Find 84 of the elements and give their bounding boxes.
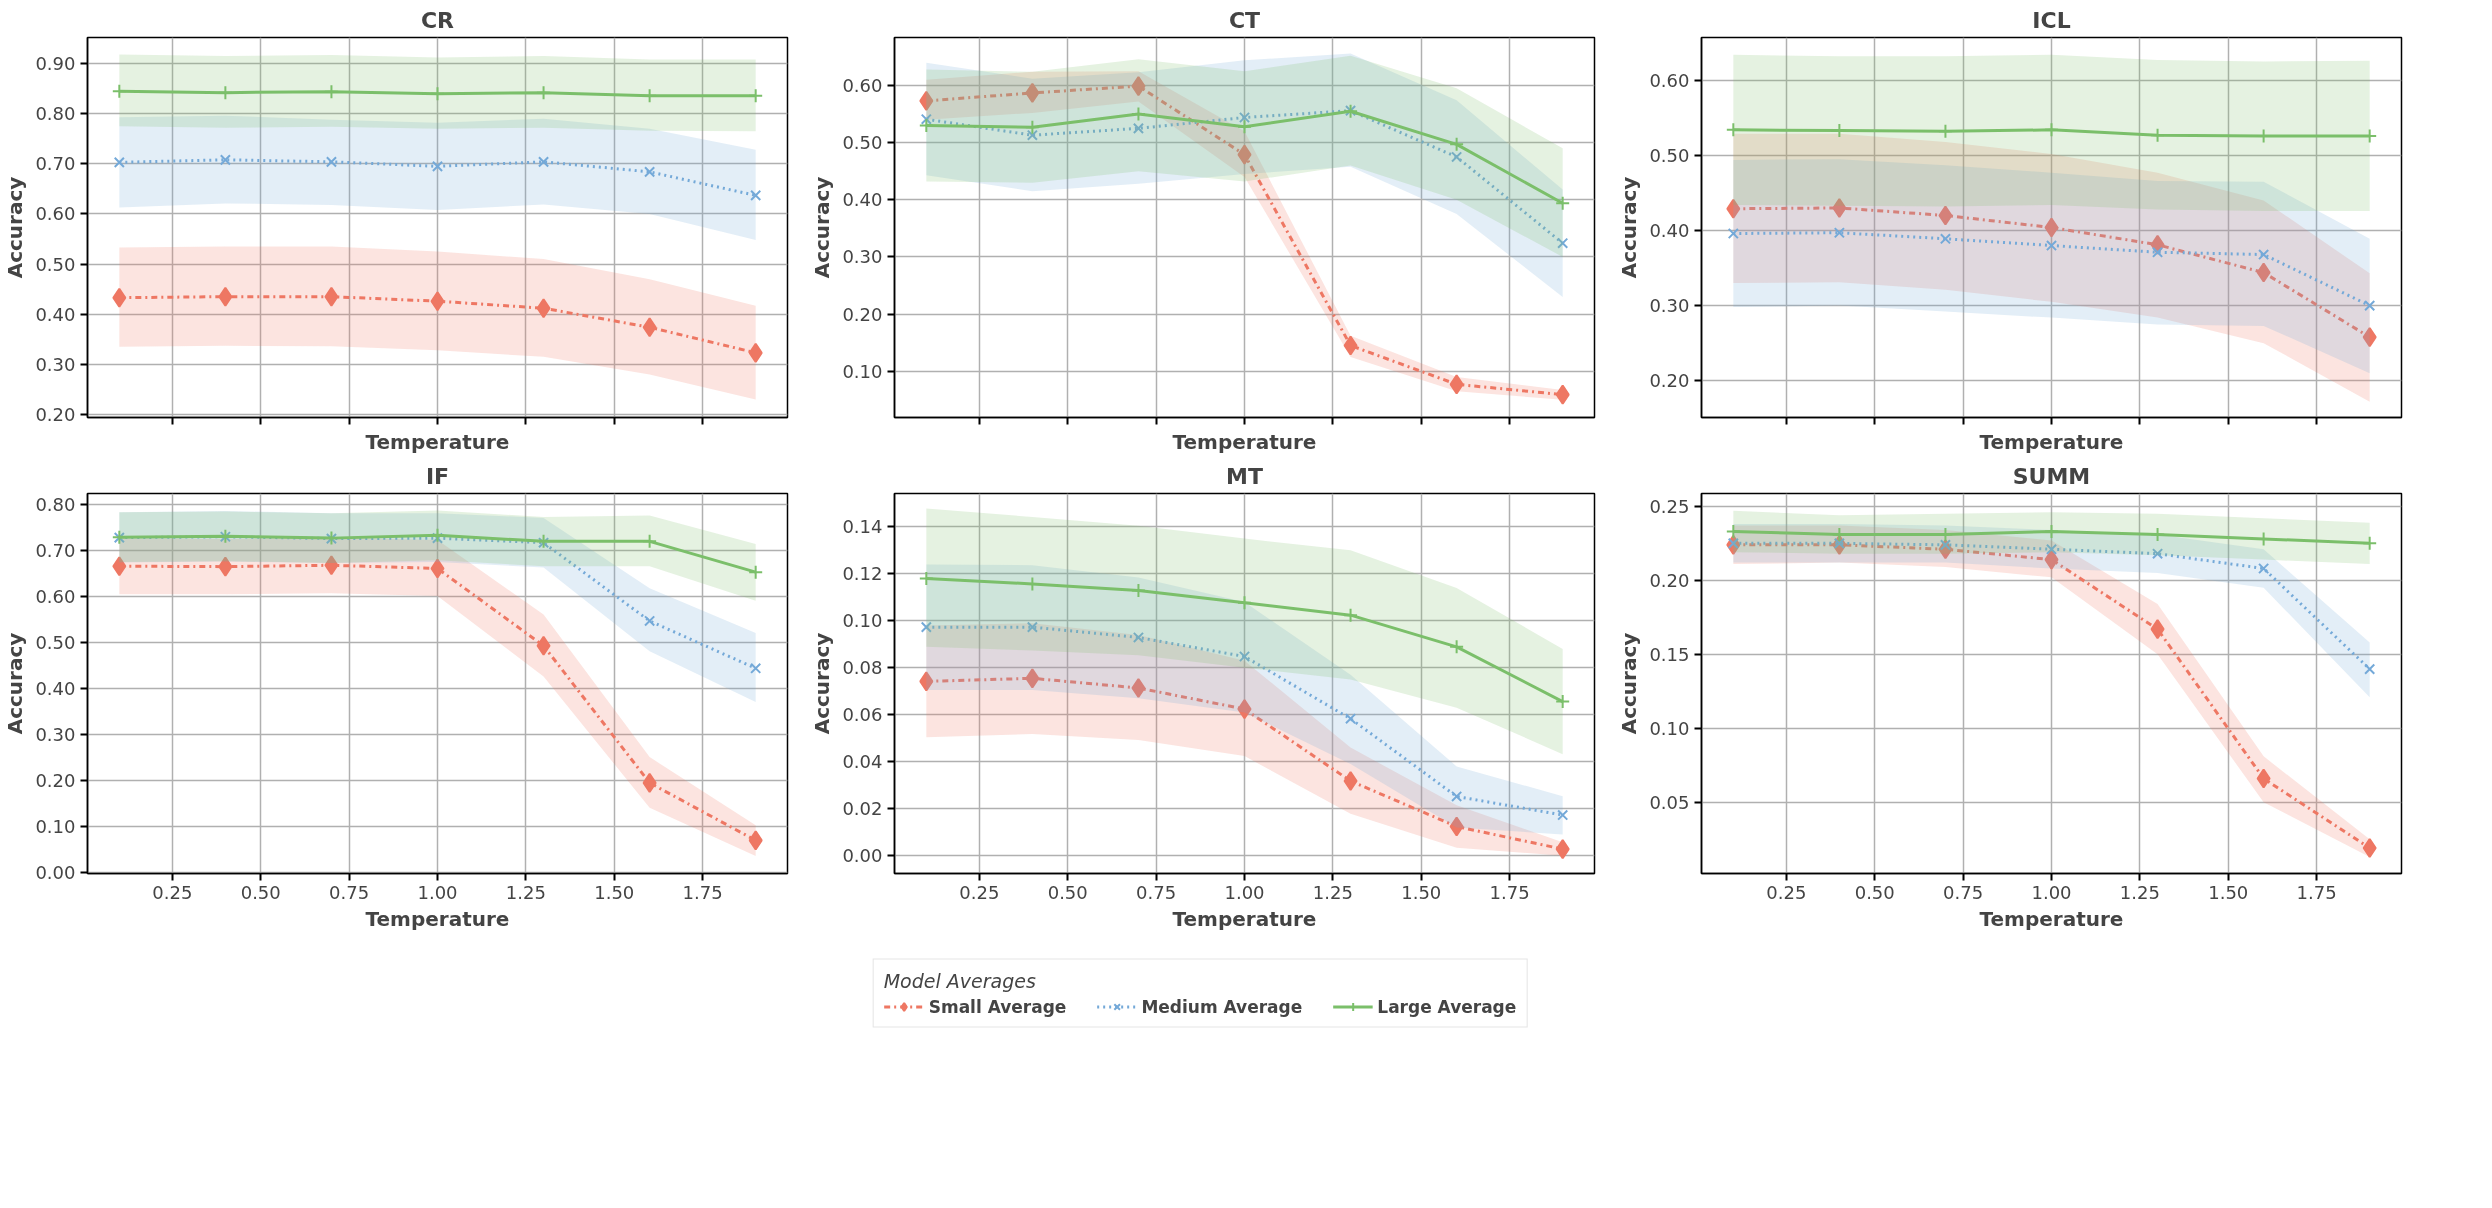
x-tick-label: 0.50 <box>1047 881 1088 903</box>
y-tick-label: 0.15 <box>1649 643 1690 665</box>
chart-title: CT <box>1228 7 1261 33</box>
x-tick-label: 0.75 <box>1943 881 1984 903</box>
y-tick-label: 0.60 <box>35 203 76 225</box>
y-tick-label: 0.06 <box>842 704 883 726</box>
y-tick-label: 0.25 <box>1649 495 1690 517</box>
y-tick-label: 0.10 <box>1649 717 1690 739</box>
x-tick-label: 0.25 <box>152 881 193 903</box>
x-tick-label: 1.75 <box>1489 881 1530 903</box>
y-tick-label: 0.04 <box>842 751 883 773</box>
y-tick-label: 0.40 <box>35 677 76 699</box>
x-tick-label: 1.00 <box>2031 881 2072 903</box>
y-axis-title: Accuracy <box>1617 176 1642 279</box>
x-tick-label: 0.75 <box>1136 881 1177 903</box>
x-tick-label: 1.00 <box>417 881 458 903</box>
x-tick-label: 1.00 <box>1224 881 1265 903</box>
legend-label: Medium Average <box>1141 996 1303 1017</box>
y-tick-label: 0.10 <box>842 610 883 632</box>
x-axis-title: Temperature <box>1979 906 2124 931</box>
y-tick-label: 0.05 <box>1649 791 1690 813</box>
y-tick-label: 0.50 <box>842 132 883 154</box>
x-tick-label: 1.25 <box>1312 881 1353 903</box>
y-tick-label: 0.10 <box>35 815 76 837</box>
x-axis-title: Temperature <box>365 906 510 931</box>
y-tick-label: 0.20 <box>35 769 76 791</box>
y-tick-label: 0.70 <box>35 539 76 561</box>
y-tick-label: 0.40 <box>35 303 76 325</box>
chart-title: CR <box>420 7 455 33</box>
y-tick-label: 0.00 <box>35 861 76 883</box>
legend-label: Large Average <box>1377 996 1517 1017</box>
y-tick-label: 0.20 <box>1649 569 1690 591</box>
legend-title: Model Averages <box>883 969 1037 992</box>
y-tick-label: 0.90 <box>35 53 76 75</box>
y-tick-label: 0.30 <box>1649 295 1690 317</box>
y-tick-label: 0.12 <box>842 563 883 585</box>
y-tick-label: 0.50 <box>1649 144 1690 166</box>
y-tick-label: 0.08 <box>842 657 883 679</box>
y-tick-label: 0.80 <box>35 493 76 515</box>
y-tick-label: 0.00 <box>842 845 883 867</box>
y-tick-label: 0.30 <box>35 723 76 745</box>
x-tick-label: 1.25 <box>505 881 546 903</box>
x-axis-title: Temperature <box>1172 906 1317 931</box>
y-tick-label: 0.50 <box>35 253 76 275</box>
x-tick-label: 0.50 <box>1854 881 1895 903</box>
y-tick-label: 0.40 <box>842 189 883 211</box>
x-tick-label: 1.50 <box>1401 881 1442 903</box>
y-tick-label: 0.60 <box>35 585 76 607</box>
chart-title: SUMM <box>2012 463 2091 489</box>
y-tick-label: 0.40 <box>1649 220 1690 241</box>
y-tick-label: 0.20 <box>35 403 76 425</box>
y-tick-label: 0.50 <box>35 631 76 653</box>
x-axis-title: Temperature <box>1172 429 1317 454</box>
x-tick-label: 0.25 <box>959 881 1000 903</box>
y-tick-label: 0.30 <box>842 246 883 268</box>
x-axis-title: Temperature <box>365 429 510 454</box>
x-tick-label: 1.75 <box>682 881 723 903</box>
x-tick-label: 0.50 <box>240 881 281 903</box>
chart-title: MT <box>1226 463 1263 489</box>
chart-title: IF <box>425 463 450 489</box>
y-tick-label: 0.60 <box>1649 69 1690 91</box>
y-tick-label: 0.20 <box>842 303 883 325</box>
y-tick-label: 0.14 <box>842 516 883 538</box>
y-axis-title: Accuracy <box>810 632 835 735</box>
legend-label: Small Average <box>928 996 1067 1017</box>
x-axis-title: Temperature <box>1979 429 2124 454</box>
y-tick-label: 0.02 <box>842 798 883 820</box>
x-tick-label: 1.25 <box>2119 881 2160 903</box>
x-tick-label: 1.50 <box>2208 881 2249 903</box>
y-tick-label: 0.10 <box>842 360 883 382</box>
chart-title: ICL <box>2032 7 2071 33</box>
y-tick-label: 0.30 <box>35 353 76 375</box>
y-axis-title: Accuracy <box>3 176 28 279</box>
y-tick-label: 0.60 <box>842 75 883 96</box>
x-tick-label: 0.75 <box>329 881 370 903</box>
y-tick-label: 0.70 <box>35 153 76 175</box>
y-axis-title: Accuracy <box>810 176 835 279</box>
x-tick-label: 0.25 <box>1766 881 1807 903</box>
y-axis-title: Accuracy <box>3 632 28 735</box>
y-tick-label: 0.80 <box>35 103 76 125</box>
x-tick-label: 1.75 <box>2296 881 2337 903</box>
x-tick-label: 1.50 <box>594 881 635 903</box>
y-axis-title: Accuracy <box>1617 632 1642 735</box>
y-tick-label: 0.20 <box>1649 370 1690 392</box>
